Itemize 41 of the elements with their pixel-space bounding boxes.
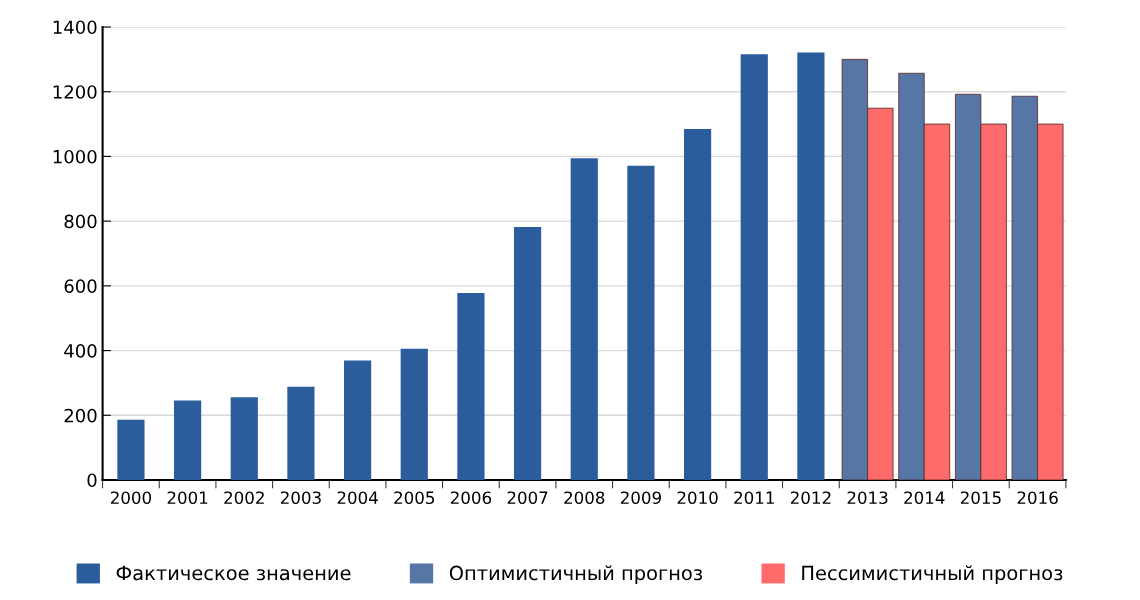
y-tick-label: 200 xyxy=(64,408,97,423)
bar xyxy=(513,226,542,480)
y-tick-label: 1000 xyxy=(53,149,97,164)
bar xyxy=(683,128,712,480)
x-tick-label: 2001 xyxy=(167,491,208,505)
bar xyxy=(797,52,825,480)
y-tick-label: 1400 xyxy=(53,20,97,35)
y-tick-label: 0 xyxy=(87,473,97,488)
y-tick-label: 600 xyxy=(64,279,97,293)
x-tick-label: 2000 xyxy=(110,491,152,505)
bar xyxy=(457,292,485,480)
x-tick-label: 2007 xyxy=(507,491,548,505)
x-tick-label: 2016 xyxy=(1017,491,1058,505)
legend-label: Фактическое значение xyxy=(116,565,351,581)
bar xyxy=(627,165,655,480)
x-tick-label: 2008 xyxy=(564,491,605,505)
bar xyxy=(400,348,428,480)
bar xyxy=(740,54,768,480)
bar xyxy=(230,397,258,480)
x-tick-label: 2015 xyxy=(960,491,1001,505)
x-tick-label: 2012 xyxy=(790,491,831,505)
legend-label: Пессимистичный прогноз xyxy=(802,565,1063,585)
x-tick-label: 2002 xyxy=(224,491,264,505)
bar xyxy=(287,386,315,480)
x-tick-label: 2004 xyxy=(337,491,378,505)
legend-label: Оптимистичный прогноз xyxy=(449,565,702,585)
bar xyxy=(174,400,202,480)
x-tick-label: 2003 xyxy=(280,491,321,505)
x-tick-label: 2010 xyxy=(677,491,718,505)
y-tick-label: 1200 xyxy=(53,85,97,99)
bar xyxy=(117,419,145,480)
x-tick-label: 2005 xyxy=(394,491,435,505)
x-tick-label: 2009 xyxy=(620,491,661,505)
bar xyxy=(343,360,372,480)
y-tick-label: 400 xyxy=(64,344,97,358)
bar xyxy=(570,158,598,480)
x-tick-label: 2013 xyxy=(847,491,888,505)
x-tick-label: 2006 xyxy=(450,491,492,505)
x-tick-label: 2014 xyxy=(904,491,945,505)
x-tick-label: 2011 xyxy=(734,491,774,505)
y-tick-label: 800 xyxy=(64,214,97,229)
